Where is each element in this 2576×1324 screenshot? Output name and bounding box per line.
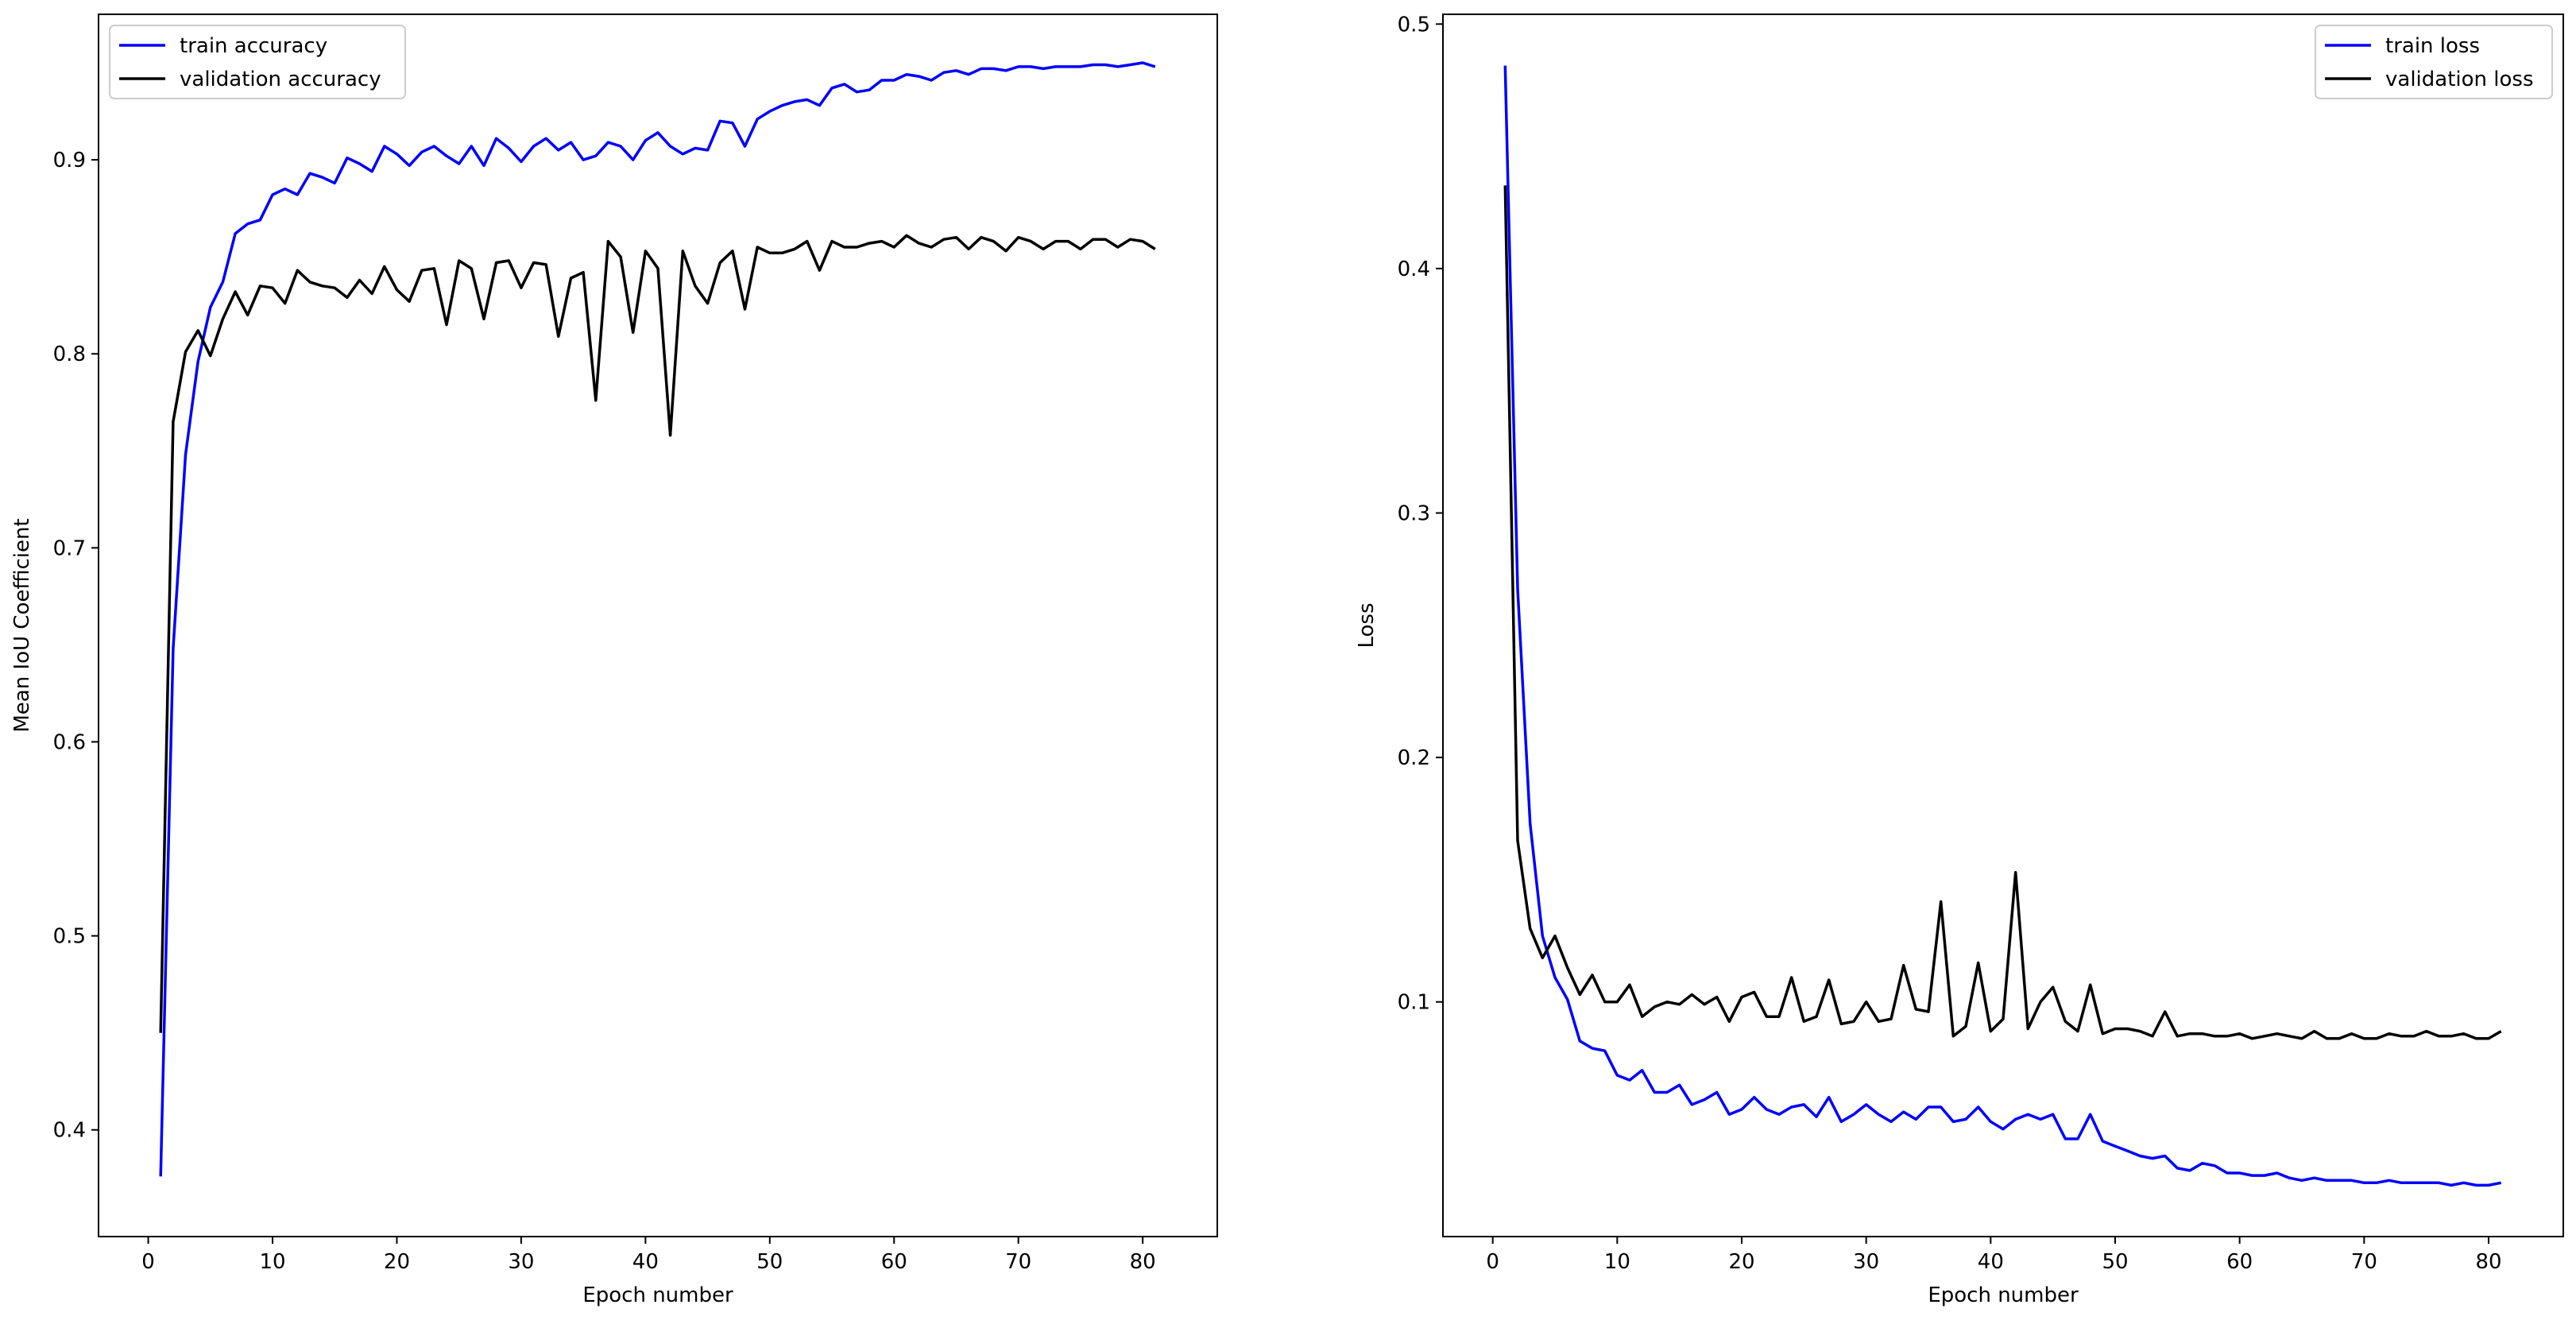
loss-y-tick-label: 0.4 [1398,257,1430,281]
accuracy-x-tick-label: 70 [1005,1250,1031,1274]
accuracy-x-tick-label: 40 [632,1250,659,1274]
accuracy-x-ticks: 0 10 20 30 40 50 60 70 80 [141,1237,1156,1274]
accuracy-y-tick-label: 0.9 [53,149,86,172]
loss-y-axis-label: Loss [1355,602,1379,648]
loss-legend-frame [2315,25,2553,99]
loss-x-tick-label: 60 [2226,1250,2253,1274]
accuracy-x-axis-label: Epoch number [582,1283,733,1307]
loss-x-tick-label: 0 [1486,1250,1499,1274]
loss-series-train-line [1503,65,2502,1187]
loss-y-tick-label: 0.5 [1398,13,1430,37]
loss-legend: train loss validation loss [2315,25,2553,99]
accuracy-x-tick-label: 30 [508,1250,534,1274]
loss-x-tick-label: 10 [1604,1250,1630,1274]
loss-x-tick-label: 50 [2102,1250,2128,1274]
loss-lines [1503,65,2502,1187]
accuracy-x-tick-label: 50 [756,1250,783,1274]
accuracy-y-axis-label: Mean IoU Coefficient [10,518,34,732]
accuracy-lines [159,61,1156,1177]
accuracy-x-tick-label: 0 [141,1250,155,1274]
accuracy-x-tick-label: 10 [259,1250,285,1274]
accuracy-y-tick-label: 0.7 [53,536,86,560]
loss-plot-frame [1442,14,2564,1237]
accuracy-plot-frame [98,14,1218,1237]
accuracy-chart: 0 10 20 30 40 50 60 70 80 0.4 0.5 0.6 0.7 0.8 0.9 Epo… [10,14,1218,1307]
loss-x-tick-label: 40 [1978,1250,2004,1274]
accuracy-x-tick-label: 20 [384,1250,410,1274]
accuracy-y-tick-label: 0.6 [53,730,86,754]
accuracy-legend-label-train: train accuracy [180,34,327,58]
loss-x-tick-label: 70 [2351,1250,2377,1274]
loss-y-tick-label: 0.1 [1398,991,1430,1015]
accuracy-y-tick-label: 0.5 [53,925,86,949]
accuracy-legend: train accuracy validation accuracy [109,25,406,99]
loss-x-axis-label: Epoch number [1928,1283,2079,1307]
loss-y-tick-label: 0.3 [1398,502,1430,526]
loss-legend-label-validation: validation loss [2385,68,2534,91]
loss-x-tick-label: 30 [1853,1250,1879,1274]
accuracy-y-tick-label: 0.4 [53,1119,86,1143]
loss-y-ticks: 0.1 0.2 0.3 0.4 0.5 [1398,13,1443,1015]
accuracy-x-tick-label: 80 [1130,1250,1156,1274]
loss-series-validation-line [1503,185,2502,1040]
accuracy-series-validation-line [159,234,1156,1033]
loss-x-tick-label: 20 [1728,1250,1754,1274]
loss-y-tick-label: 0.2 [1398,746,1430,770]
loss-legend-label-train: train loss [2385,34,2480,58]
accuracy-x-tick-label: 60 [881,1250,907,1274]
accuracy-legend-label-validation: validation accuracy [180,68,381,91]
accuracy-y-ticks: 0.4 0.5 0.6 0.7 0.8 0.9 [53,149,99,1143]
accuracy-legend-frame [109,25,406,99]
accuracy-y-tick-label: 0.8 [53,343,86,366]
accuracy-series-train-line [159,61,1156,1177]
loss-x-tick-label: 80 [2475,1250,2501,1274]
loss-chart: 0 10 20 30 40 50 60 70 80 0.1 0.2 0.3 0.4 0.5 Epoch … [1355,13,2564,1307]
loss-x-ticks: 0 10 20 30 40 50 60 70 80 [1486,1237,2502,1274]
